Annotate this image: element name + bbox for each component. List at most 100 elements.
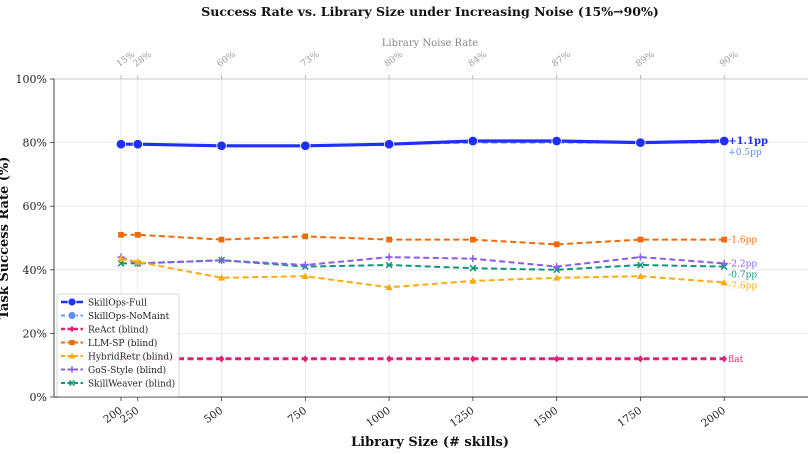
data-point [385,283,393,291]
data-point [216,140,227,151]
end-label: -7.6pp [728,281,757,291]
data-point [637,261,644,269]
x-tick-label: 1750 [615,405,644,430]
legend-label: SkillWeaver (blind) [88,379,175,390]
series-react-blind [118,355,728,363]
legend-item: HybridRetr (blind) [61,352,173,363]
end-label: flat [728,355,743,365]
data-point [469,255,477,263]
data-point [385,261,393,269]
data-point [553,241,560,248]
series-line [121,139,725,148]
data-point [637,236,644,243]
data-point [302,355,309,363]
series-line [120,257,725,289]
legend-box [56,293,180,397]
legend-item: SkillOps-Full [61,297,147,309]
data-point [386,355,392,363]
end-label: -0.7pp [728,270,757,280]
noise-tick-label: 90% [718,50,740,70]
data-point [470,236,476,243]
data-point [553,355,560,363]
legend: SkillOps-Full SkillOps-NoMaint ReAct (blin… [56,293,180,397]
data-point [720,259,728,268]
data-point [132,138,143,150]
data-point [721,236,728,243]
y-tick-label: 40% [23,264,47,277]
data-point [117,255,125,262]
data-point [134,258,142,265]
data-point [470,355,476,363]
noise-tick-label: 28% [132,50,154,70]
series-hybridretr-blind [117,255,728,291]
noise-tick-label: 89% [634,50,656,70]
legend-marker [69,339,75,346]
end-label: -2.2pp [728,259,757,269]
data-point [719,135,730,147]
data-point [300,140,311,151]
data-point [551,135,562,147]
noise-tick-label: 80% [383,50,405,70]
data-point [636,253,645,261]
series-skillops-full [115,135,730,151]
x-tick-label: 1500 [532,405,561,430]
end-label: +0.5pp [728,148,762,158]
legend-item: GoS-Style (blind) [61,365,166,376]
data-point [720,278,728,286]
x-tick-label: 1250 [448,405,477,430]
data-point [217,256,226,264]
legend-label: HybridRetr (blind) [88,352,173,363]
legend-marker [67,311,77,320]
data-point [721,355,728,363]
legend-marker [68,366,76,373]
noise-tick-label: 73% [299,50,321,70]
y-tick-label: 0% [30,391,47,404]
data-point [383,138,395,150]
legend-item: LLM-SP (blind) [61,338,157,349]
data-point [217,274,226,281]
legend-marker [67,297,77,307]
legend-item: SkillOps-NoMaint [61,311,170,322]
data-point [118,231,124,238]
series-line [121,233,725,246]
data-point [301,261,309,269]
noise-tick-label: 60% [216,50,238,70]
legend-label: GoS-Style (blind) [88,365,166,376]
data-point [467,135,479,147]
data-point [469,264,477,272]
series-gos-style-blind [117,253,728,271]
y-tick-label: 20% [23,327,47,340]
y-axis-label: Task Success Rate (%) [0,157,12,320]
data-point [636,272,645,280]
data-point [115,138,127,150]
x-tick-label: 1000 [364,405,393,430]
x-tick-label: 250 [118,405,141,426]
legend-marker [68,352,76,359]
data-point [553,274,561,281]
end-label: -1.6pp [728,236,757,246]
end-label: +1.1pp [728,136,768,147]
legend-item: ReAct (blind) [61,325,148,336]
data-point [635,137,646,148]
legend-marker [69,325,75,333]
legend-item: SkillWeaver (blind) [61,379,175,390]
x-tick-label: 750 [286,405,309,426]
chart-title: Success Rate vs. Library Size under Incr… [201,4,659,19]
data-point [134,231,141,238]
y-tick-label: 60% [23,200,47,213]
legend-label: ReAct (blind) [88,325,148,336]
data-point [386,236,392,243]
x-axis-label: Library Size (# skills) [351,435,509,450]
series-skillweaver-blind [117,256,728,274]
series-line [121,259,725,271]
x-tick-label: 500 [202,405,225,426]
noise-tick-label: 87% [551,50,573,70]
data-point [218,355,225,363]
data-point [301,272,309,280]
series-llm-sp-blind [118,231,728,248]
noise-tick-label: 84% [467,50,489,70]
legend-label: SkillOps-Full [88,299,147,309]
y-tick-label: 80% [23,137,47,150]
